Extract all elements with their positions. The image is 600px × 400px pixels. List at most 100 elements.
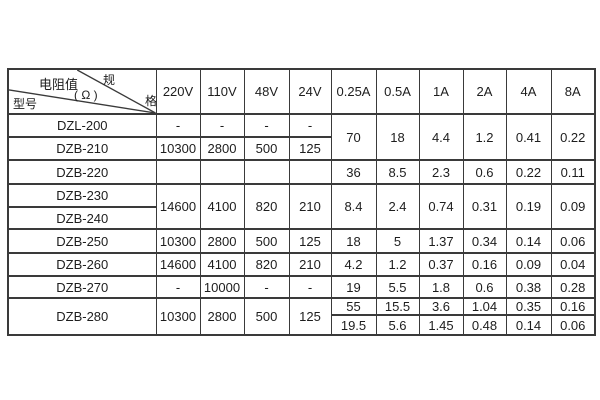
value-cell: 0.11	[550, 159, 596, 185]
value-cell: 2800	[199, 228, 245, 254]
value-cell: 55	[330, 297, 377, 316]
value-cell: 0.6	[462, 275, 507, 299]
value-cell	[155, 159, 201, 185]
value-cell: 0.09	[505, 252, 552, 277]
column-header-cell: 48V	[243, 68, 290, 115]
value-cell: 8.5	[375, 159, 420, 185]
spec-label-bottom: 格	[145, 94, 156, 108]
value-cell: 0.31	[462, 183, 507, 230]
value-cell: 10300	[155, 228, 201, 254]
value-cell: 10000	[199, 275, 245, 299]
value-cell: 1.04	[462, 297, 507, 316]
value-cell: 0.16	[550, 297, 596, 316]
value-cell: 0.14	[505, 228, 552, 254]
table-row: DZB-220 36 8.5 2.3 0.6 0.22 0.11	[7, 159, 596, 185]
value-cell: 0.74	[418, 183, 464, 230]
table-row: DZB-230 14600 4100 820 210 8.4 2.4 0.74 0.31 0.19…	[7, 183, 596, 230]
value-cell: 125	[288, 297, 332, 336]
column-header-cell: 220V	[155, 68, 201, 115]
value-cell: 5.5	[375, 275, 420, 299]
value-cell: 5.6	[375, 314, 420, 336]
value-cell: 0.38	[505, 275, 552, 299]
value-cell: 0.22	[550, 113, 596, 161]
value-cell: 500	[243, 228, 290, 254]
model-cell: DZB-280	[7, 297, 157, 336]
resistance-label: 电阻值	[39, 77, 79, 92]
value-cell: 0.48	[462, 314, 507, 336]
model-cell: DZL-200	[7, 113, 157, 138]
value-cell: 5	[375, 228, 420, 254]
value-cell: 1.37	[418, 228, 464, 254]
value-cell: 15.5	[375, 297, 420, 316]
table-row: DZB-240	[7, 206, 595, 230]
value-cell: 125	[288, 136, 332, 161]
model-cell: DZB-210	[7, 136, 157, 161]
value-cell: 0.16	[462, 252, 507, 277]
value-cell: 125	[288, 228, 332, 254]
value-cell: 0.35	[505, 297, 552, 316]
value-cell: -	[243, 275, 290, 299]
value-cell: 14600	[155, 183, 201, 230]
value-cell: 36	[330, 159, 377, 185]
table-row: DZL-200- - - -70 18 4.4 1.2 0.41 0.22	[7, 113, 596, 161]
value-cell: 500	[243, 136, 290, 161]
value-cell: 0.14	[505, 314, 552, 336]
value-cell: 820	[243, 183, 290, 230]
value-cell: 210	[288, 183, 332, 230]
value-cell	[199, 159, 245, 185]
model-cell: DZB-260	[7, 252, 157, 277]
value-cell: 0.6	[462, 159, 507, 185]
column-header-cell: 110V	[199, 68, 245, 115]
value-cell: -	[288, 275, 332, 299]
value-cell: 8.4	[330, 183, 377, 230]
value-cell: 1.45	[418, 314, 464, 336]
model-cell: DZB-230	[7, 183, 157, 208]
value-cell: 19	[330, 275, 377, 299]
value-cell: -	[155, 275, 201, 299]
value-cell: 14600	[155, 252, 201, 277]
value-cell: 19.5	[330, 314, 377, 336]
value-cell: 0.41	[505, 113, 552, 161]
column-header-cell: 2A	[462, 68, 507, 115]
column-header-cell: 24V	[288, 68, 332, 115]
value-cell: 0.19	[505, 183, 552, 230]
value-cell: 820	[243, 252, 290, 277]
table-row: DZB-270-10000- -19 5.5 1.8 0.6 0.38 0.28	[7, 275, 596, 299]
value-cell: 0.04	[550, 252, 596, 277]
value-cell: 4100	[199, 183, 245, 230]
resistance-unit-label: ( Ω )	[74, 88, 98, 102]
value-cell: 18	[330, 228, 377, 254]
model-cell: DZB-250	[7, 228, 157, 254]
header-row: 规 格 电阻值 ( Ω ) 型号 220V 110V 48V 24V 0.25A 0.5A…	[7, 68, 596, 115]
value-cell: 0.34	[462, 228, 507, 254]
corner-cell: 规 格 电阻值 ( Ω ) 型号	[7, 68, 157, 115]
table-row: 19.5 5.6 1.45 0.48 0.14 0.06	[8, 314, 596, 336]
column-header-cell: 1A	[418, 68, 464, 115]
value-cell: 2.4	[375, 183, 420, 230]
value-cell: 10300	[155, 297, 201, 336]
value-cell: -	[288, 113, 332, 138]
value-cell: 0.06	[550, 228, 596, 254]
value-cell: 0.22	[505, 159, 552, 185]
value-cell: 4100	[199, 252, 245, 277]
value-cell: 2800	[199, 297, 245, 336]
value-cell: 1.8	[418, 275, 464, 299]
diagonal-lines	[9, 71, 155, 112]
value-cell: 500	[243, 297, 290, 336]
value-cell: 18	[375, 113, 420, 161]
value-cell: 2.3	[418, 159, 464, 185]
model-cell: DZB-220	[7, 159, 157, 185]
value-cell	[243, 159, 290, 185]
column-header-cell: 4A	[505, 68, 552, 115]
value-cell: 0.09	[550, 183, 596, 230]
value-cell: 2800	[199, 136, 245, 161]
value-cell	[288, 159, 332, 185]
table-row: DZB-260 14600 4100 820 210 4.2 1.2 0.37 0.16 0.09…	[7, 252, 596, 277]
column-header-cell: 0.5A	[375, 68, 420, 115]
value-cell: 3.6	[418, 297, 464, 316]
value-cell: 210	[288, 252, 332, 277]
value-cell: 0.37	[418, 252, 464, 277]
table-row: DZB-280 10300 2800 500 125 55 15.5 3.6 1.04 0.35 0…	[7, 297, 596, 336]
value-cell: 70	[330, 113, 377, 161]
